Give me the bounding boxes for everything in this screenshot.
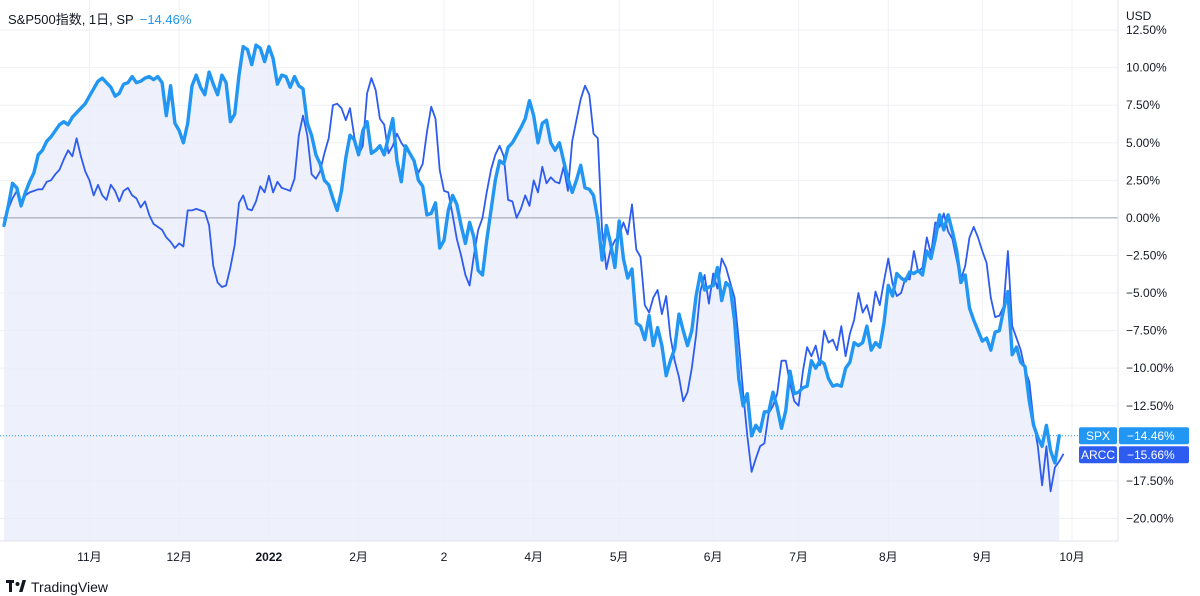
x-tick-label: 5月	[610, 550, 629, 564]
spx-name-tag	[1079, 427, 1117, 445]
y-tick-label: −17.50%	[1126, 474, 1174, 488]
legend-symbol: S&P500指数, 1日, SP	[8, 12, 134, 27]
y-tick-label: −7.50%	[1126, 324, 1167, 338]
y-tick-label: −12.50%	[1126, 399, 1174, 413]
x-tick-label: 6月	[704, 550, 723, 564]
time-axis-ticks: 11月 12月 2022 2月 2 4月 5月 6月 7月 8月 9月 10月	[77, 550, 1084, 564]
y-tick-label: −2.50%	[1126, 248, 1167, 262]
y-tick-label: −10.00%	[1126, 361, 1174, 375]
tradingview-logo-icon	[6, 579, 26, 595]
y-tick-label: 2.50%	[1126, 173, 1160, 187]
arcc-value-label: −15.66%	[1127, 448, 1175, 462]
y-tick-label: −20.00%	[1126, 511, 1174, 525]
chart-legend[interactable]: S&P500指数, 1日, SP −14.46%	[8, 9, 191, 28]
spx-value-label: −14.46%	[1127, 429, 1175, 443]
y-tick-label: 12.50%	[1126, 23, 1167, 37]
legend-return: −14.46%	[139, 12, 192, 27]
tradingview-brand[interactable]: TradingView	[6, 579, 108, 595]
x-tick-label: 11月	[77, 550, 101, 564]
arcc-name-label: ARCC	[1081, 448, 1115, 462]
y-tick-label: 10.00%	[1126, 61, 1167, 75]
x-tick-label: 7月	[789, 550, 808, 564]
y-tick-label: 5.00%	[1126, 136, 1160, 150]
last-value-tags: SPX −14.46% ARCC −15.66%	[1079, 427, 1189, 464]
y-tick-label: −5.00%	[1126, 286, 1167, 300]
spx-area-fill	[4, 45, 1060, 541]
x-tick-label: 10月	[1059, 550, 1084, 564]
y-tick-label: 7.50%	[1126, 98, 1160, 112]
x-tick-label: 9月	[973, 550, 992, 564]
arcc-name-tag	[1079, 446, 1117, 464]
x-tick-label: 2022	[256, 550, 283, 564]
currency-label: USD	[1126, 9, 1152, 23]
x-tick-label: 12月	[166, 550, 191, 564]
x-tick-label: 8月	[879, 550, 898, 564]
arcc-series-line[interactable]	[3, 77, 1065, 493]
price-axis-ticks: 12.50% 10.00% 7.50% 5.00% 2.50% 0.00% −2.50% −5…	[1126, 23, 1174, 525]
x-tick-label: 4月	[524, 550, 543, 564]
x-tick-label: 2	[441, 550, 448, 564]
spx-series-line[interactable]	[2, 43, 1061, 465]
spx-name-label: SPX	[1086, 429, 1110, 443]
spx-value-tag	[1119, 427, 1189, 445]
arcc-value-tag	[1119, 446, 1189, 464]
x-tick-label: 2月	[349, 550, 368, 564]
brand-name: TradingView	[31, 579, 109, 595]
y-tick-label: 0.00%	[1126, 211, 1160, 225]
